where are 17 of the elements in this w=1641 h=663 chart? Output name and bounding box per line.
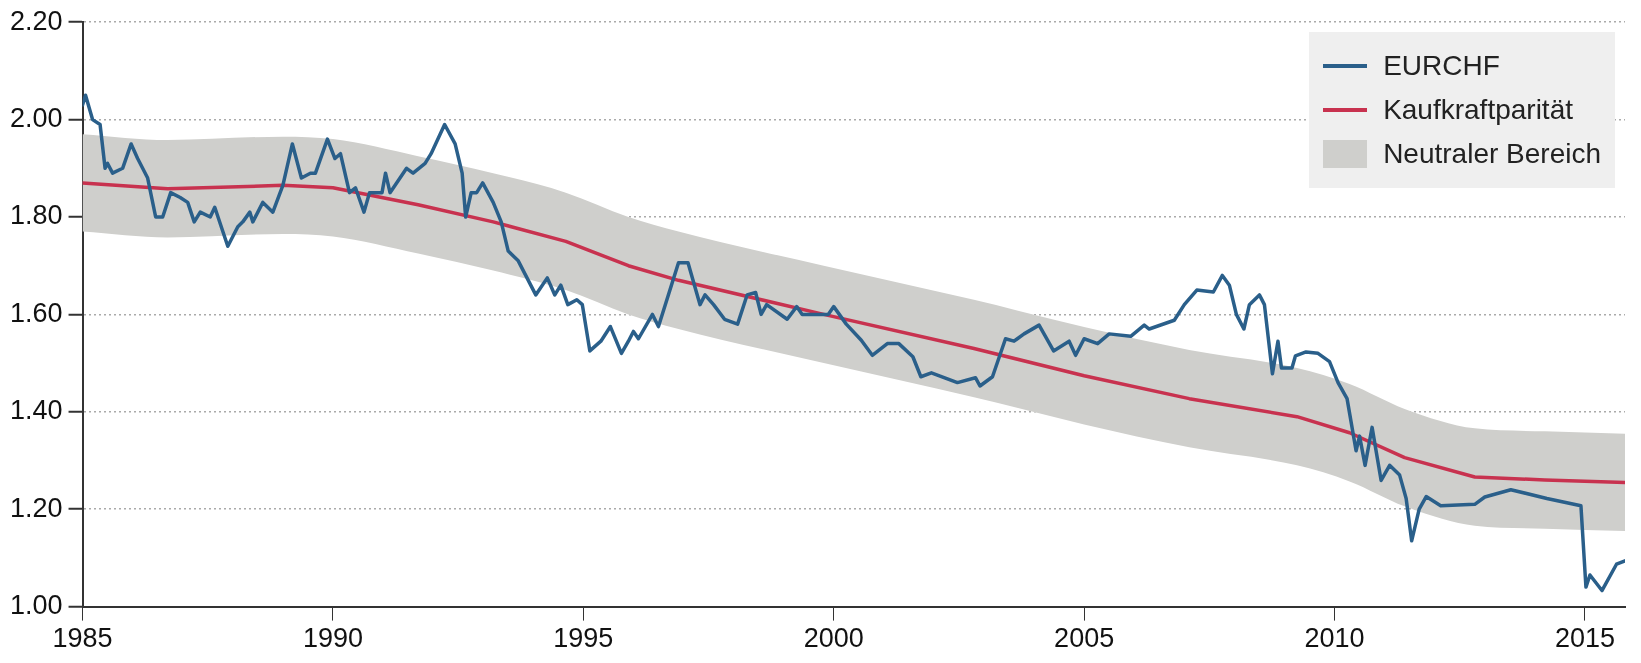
y-tick-label: 1.60 bbox=[9, 297, 63, 328]
x-tick-label: 2015 bbox=[1554, 623, 1615, 654]
x-tick-label: 1995 bbox=[553, 623, 614, 654]
x-tick-label: 2005 bbox=[1054, 623, 1115, 654]
y-tick-label: 1.00 bbox=[9, 590, 63, 621]
x-tick-label: 2010 bbox=[1304, 623, 1365, 654]
y-tick-label: 2.20 bbox=[9, 5, 63, 36]
y-tick-label: 1.80 bbox=[9, 200, 63, 231]
legend-label: EURCHF bbox=[1383, 50, 1500, 83]
legend-label: Kaufkraftparität bbox=[1383, 94, 1573, 127]
y-tick-label: 1.40 bbox=[9, 395, 63, 426]
y-tick-label: 1.20 bbox=[9, 492, 63, 523]
x-tick-label: 2000 bbox=[803, 623, 864, 654]
x-tick-label: 1990 bbox=[302, 623, 363, 654]
x-tick-label: 1985 bbox=[52, 623, 113, 654]
y-tick-label: 2.00 bbox=[9, 103, 63, 134]
annotation: Neutraler Bereich bbox=[1383, 138, 1601, 171]
